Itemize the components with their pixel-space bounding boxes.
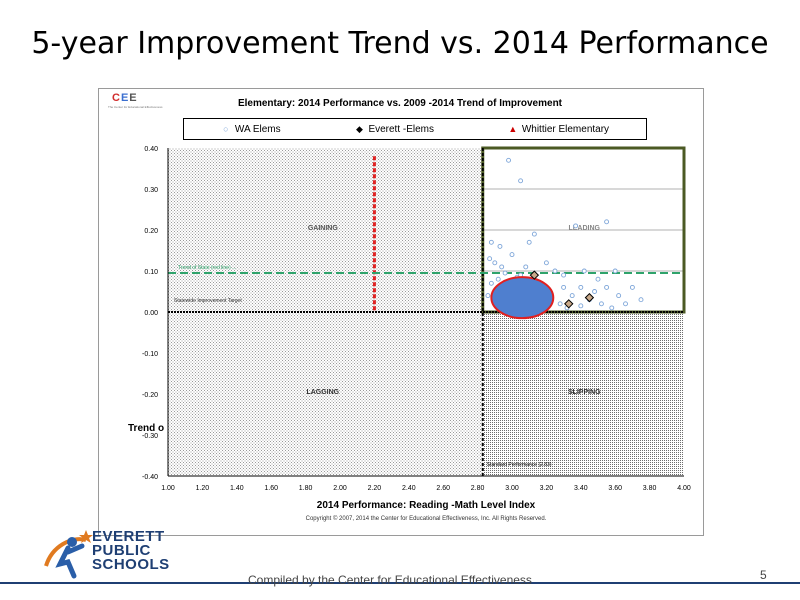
point-wa-elem (487, 256, 493, 262)
point-wa-elem (604, 284, 610, 290)
point-wa-elem (492, 260, 498, 266)
x-tick-label: 3.80 (643, 485, 657, 492)
legend-item-whittier: ▲ Whittier Elementary (508, 123, 610, 135)
x-tick-label: 1.40 (230, 485, 244, 492)
point-everett-elem (529, 270, 540, 280)
cee-subtitle: The Center for Educational Effectiveness (108, 105, 163, 109)
quadrant-slipping (482, 312, 684, 476)
point-wa-elem (557, 301, 563, 307)
quadrant-label: LAGGING (306, 389, 339, 396)
point-wa-elem (573, 223, 579, 229)
point-wa-elem (604, 219, 610, 225)
footer-text: Compiled by the Center for Educational E… (248, 573, 532, 587)
point-wa-elem (526, 239, 532, 245)
footer-divider (0, 582, 800, 584)
point-wa-elem (561, 284, 567, 290)
x-tick-label: 1.00 (161, 485, 175, 492)
point-wa-elem (609, 305, 615, 311)
x-tick-label: 1.80 (299, 485, 313, 492)
everett-logo-text: EVERETT PUBLIC SCHOOLS (92, 528, 170, 573)
logo-line: PUBLIC (92, 542, 151, 559)
x-tick-label: 2.40 (402, 485, 416, 492)
x-tick-label: 4.00 (677, 485, 691, 492)
black-vline-label: Standard Performance (2.83) (487, 462, 552, 468)
y-axis-label: Trend o (128, 423, 165, 434)
y-tick-label: 0.00 (144, 310, 158, 317)
x-tick-label: 2.00 (333, 485, 347, 492)
point-wa-elem (518, 178, 524, 184)
quadrant-gaining (168, 148, 483, 312)
point-wa-elem (488, 280, 494, 286)
legend-label: WA Elems (234, 123, 281, 135)
page-number: 5 (760, 568, 767, 582)
point-wa-elem (506, 157, 512, 163)
highlight-ellipse (490, 276, 555, 320)
black-line-label: Statewide Improvement Target (174, 298, 242, 304)
point-wa-elem (629, 284, 635, 290)
point-wa-elem (612, 268, 618, 274)
point-wa-elem (495, 276, 501, 282)
everett-logo-icon (44, 530, 93, 579)
logo-line: SCHOOLS (92, 556, 170, 573)
point-wa-elem (497, 243, 503, 249)
legend-item-wa: ○ WA Elems (223, 123, 281, 135)
x-tick-label: 3.20 (540, 485, 554, 492)
quadrant-lagging (168, 312, 483, 476)
y-tick-label: 0.40 (144, 146, 158, 153)
y-tick-label: -0.20 (142, 392, 158, 399)
y-tick-label: -0.10 (142, 351, 158, 358)
point-wa-elem (623, 301, 628, 307)
legend-label: Everett -Elems (368, 123, 435, 135)
point-wa-elem (531, 231, 537, 237)
logo-line: EVERETT (92, 528, 165, 545)
point-wa-elem (578, 284, 584, 290)
point-wa-elem (488, 239, 494, 245)
point-everett-elem (564, 299, 574, 309)
x-tick-label: 2.80 (471, 485, 485, 492)
point-wa-elem (502, 270, 508, 276)
point-wa-elem (499, 264, 505, 270)
cee-logo: CEE (112, 92, 138, 104)
point-wa-elem (592, 289, 598, 294)
x-tick-label: 2.20 (368, 485, 382, 492)
point-wa-elem (523, 264, 529, 270)
x-tick-label: 1.20 (196, 485, 210, 492)
chart-legend: ○ WA Elems ◆ Everett -Elems ▲ Whittier Elem… (183, 118, 647, 140)
point-wa-elem (561, 272, 567, 278)
point-wa-elem (569, 293, 575, 299)
green-line-label: Trend of State (red line) ... (178, 265, 236, 271)
point-wa-elem (552, 268, 558, 274)
copyright-text: Copyright © 2007, 2014 the Center for Ed… (305, 516, 547, 522)
point-wa-elem (598, 301, 604, 307)
point-wa-elem (509, 252, 515, 258)
x-tick-label: 3.40 (574, 485, 588, 492)
legend-label: Whittier Elementary (521, 123, 610, 135)
point-everett-elem (584, 292, 595, 303)
x-tick-label: 3.60 (608, 485, 622, 492)
slide-title: 5-year Improvement Trend vs. 2014 Perfor… (31, 26, 769, 61)
point-wa-elem (581, 268, 587, 274)
point-wa-elem (485, 293, 491, 299)
point-wa-elem (595, 276, 601, 282)
x-tick-label: 3.00 (505, 485, 519, 492)
chart-title: Elementary: 2014 Performance vs. 2009 -2… (237, 98, 563, 109)
point-wa-elem (578, 303, 584, 309)
point-wa-elem (638, 297, 644, 303)
y-tick-label: 0.20 (144, 228, 158, 235)
y-tick-label: 0.30 (144, 187, 158, 194)
point-wa-elem (616, 293, 622, 299)
point-wa-elem (543, 260, 549, 266)
quadrant-label: LEADING (568, 225, 600, 232)
y-tick-label: -0.30 (142, 433, 158, 440)
y-tick-label: 0.10 (144, 269, 158, 276)
x-axis-label: 2014 Performance: Reading -Math Level In… (316, 500, 536, 511)
legend-item-everett: ◆ Everett -Elems (355, 123, 435, 135)
x-tick-label: 1.60 (264, 485, 278, 492)
quadrant-label: GAINING (308, 225, 339, 232)
quadrant-label: SLIPPING (568, 389, 601, 396)
y-tick-label: -0.40 (142, 474, 158, 481)
x-tick-label: 2.60 (436, 485, 450, 492)
